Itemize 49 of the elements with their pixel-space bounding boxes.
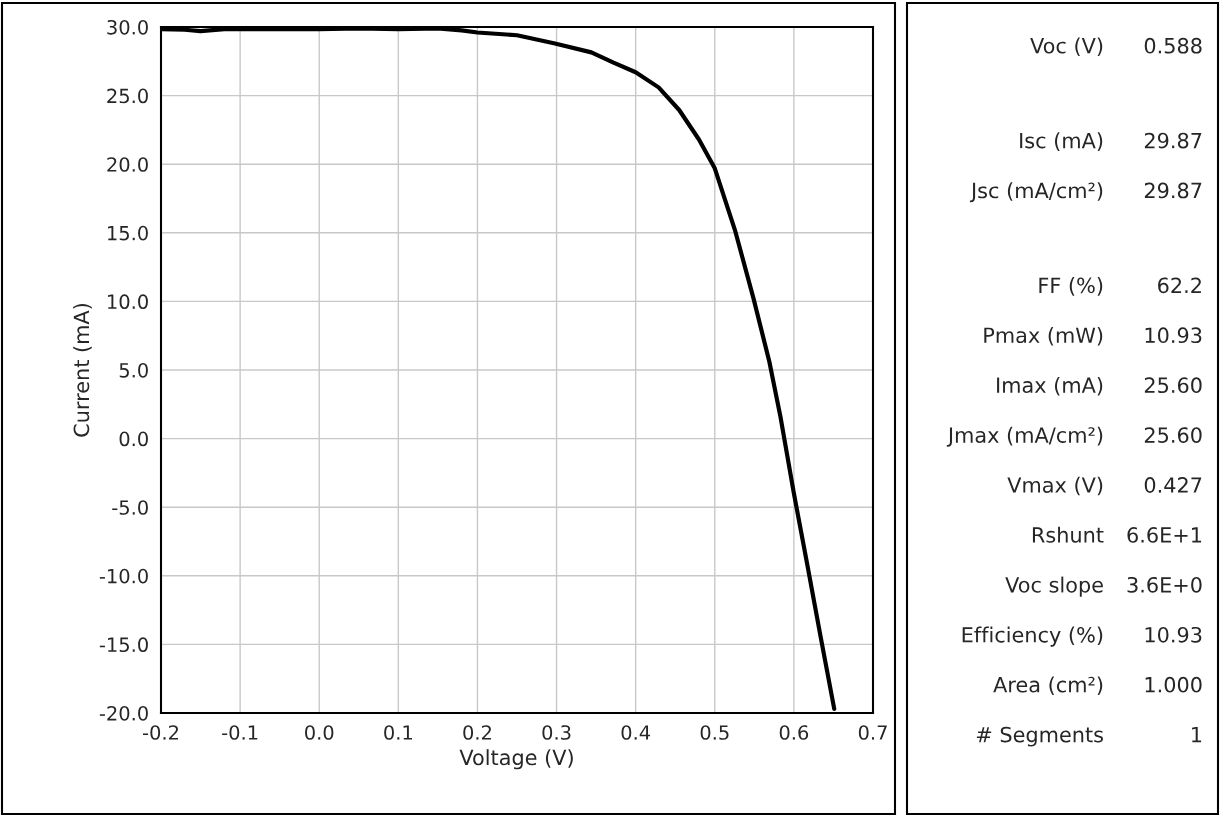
text: 6.6E+1 <box>1127 527 1202 543</box>
x-tick-label: 0.6 <box>779 725 809 740</box>
y-tick-label: 30.0 <box>107 19 148 35</box>
y-tick-label: 10.0 <box>108 294 148 310</box>
x-tick-label: 0.5 <box>700 725 729 740</box>
text: 1.000 <box>1145 676 1202 693</box>
text: Rshunt <box>1032 526 1104 543</box>
text: # Segments <box>976 726 1103 747</box>
x-tick-label: -0.1 <box>222 725 258 740</box>
x-tick-label: 0.7 <box>858 725 887 740</box>
y-tick-label: 25.0 <box>107 88 148 104</box>
text: 29.87 <box>1144 182 1202 199</box>
y-tick-label: 20.0 <box>107 157 148 172</box>
x-tick-label: 0.0 <box>305 725 334 740</box>
text: Efficiency (%) <box>962 626 1103 647</box>
y-tick-label: -5.0 <box>112 500 148 515</box>
text: Pmax (mW) <box>984 327 1103 346</box>
text: Jmax (mA/cm²) <box>946 426 1103 447</box>
x-tick-label: 0.3 <box>542 725 571 740</box>
y-tick-label: 0.0 <box>119 431 148 447</box>
x-tick-label: -0.2 <box>142 725 179 740</box>
y-tick-label: 15.0 <box>108 225 148 241</box>
y-tick-label: -15.0 <box>99 637 148 653</box>
text: 1 <box>1192 726 1202 743</box>
text: 25.60 <box>1144 427 1202 443</box>
text: Jsc (mA/cm²) <box>969 182 1103 203</box>
text: 0.588 <box>1144 37 1202 54</box>
text: 3.6E+0 <box>1127 576 1202 593</box>
y-tick-label: -20.0 <box>99 705 148 721</box>
text: Imax (mA) <box>997 376 1103 396</box>
text: 62.2 <box>1158 277 1201 294</box>
text: FF (%) <box>1039 277 1103 296</box>
text: Area (cm²) <box>993 676 1103 695</box>
x-tick-label: 0.2 <box>463 725 491 740</box>
x-tick-label: 0.4 <box>621 725 651 740</box>
y-tick-label: -10.0 <box>99 568 148 584</box>
y-axis-title: Current (mA) <box>73 303 92 437</box>
x-axis-title: Voltage (V) <box>459 749 573 770</box>
text: Isc (mA) <box>1020 132 1103 151</box>
text: 0.427 <box>1144 477 1202 493</box>
text: 10.93 <box>1145 327 1202 344</box>
text: Vmax (V) <box>1007 476 1103 496</box>
x-tick-label: 0.1 <box>384 725 412 740</box>
y-tick-label: 5.0 <box>119 362 148 378</box>
text: 25.60 <box>1144 377 1202 394</box>
text: 10.93 <box>1145 626 1202 643</box>
text: Voc slope <box>1005 576 1103 597</box>
text: 29.87 <box>1144 132 1202 149</box>
text: Voc (V) <box>1030 37 1103 57</box>
